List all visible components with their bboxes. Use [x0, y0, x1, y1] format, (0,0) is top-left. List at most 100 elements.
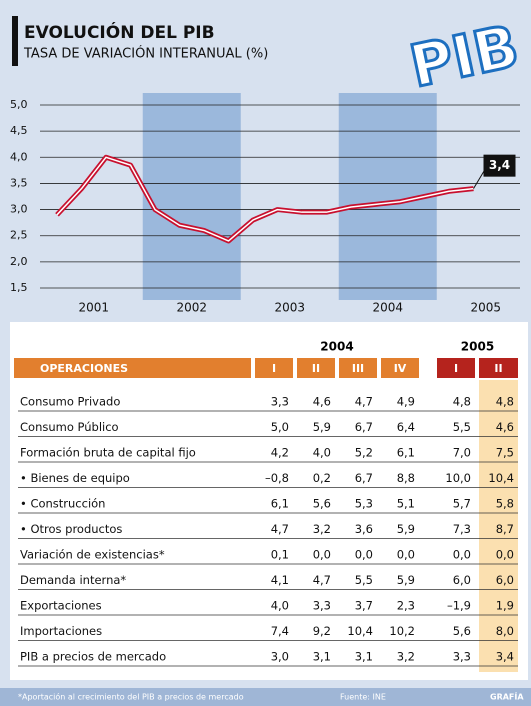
cell-value: 4,6 [313, 395, 331, 409]
cell-value: 10,4 [347, 624, 373, 638]
cell-value: 3,3 [313, 599, 331, 613]
cell-value: 0,0 [313, 548, 331, 562]
x-year-label: 2005 [470, 301, 501, 315]
cell-value: 4,2 [271, 446, 289, 460]
cell-value: 3,2 [313, 522, 331, 536]
cell-value: 4,6 [496, 420, 514, 434]
row-label: Variación de existencias* [20, 548, 165, 562]
cell-value: 3,3 [453, 650, 471, 664]
header-label: II [312, 362, 320, 375]
cell-value: 5,6 [453, 624, 471, 638]
cell-value: 3,2 [397, 650, 415, 664]
row-label: • Construcción [20, 497, 105, 511]
infographic: EVOLUCIÓN DEL PIB TASA DE VARIACIÓN INTE… [0, 0, 531, 706]
cell-value: 5,5 [355, 573, 373, 587]
cell-value: 5,9 [397, 573, 415, 587]
cell-value: 6,0 [453, 573, 471, 587]
cell-value: 6,4 [397, 420, 415, 434]
cell-value: 7,3 [453, 522, 471, 536]
cell-value: 4,9 [397, 395, 415, 409]
header-label: OPERACIONES [40, 362, 128, 375]
row-label: Consumo Privado [20, 395, 120, 409]
header-label: IV [394, 362, 407, 375]
cell-value: 0,0 [453, 548, 471, 562]
cell-value: 5,7 [453, 497, 471, 511]
y-tick-label: 2,0 [10, 255, 28, 268]
year-header: 2004 [320, 340, 353, 354]
x-year-label: 2003 [274, 301, 305, 315]
cell-value: 5,3 [355, 497, 373, 511]
cell-value: 5,5 [453, 420, 471, 434]
row-label: Demanda interna* [20, 573, 126, 587]
cell-value: 4,8 [496, 395, 514, 409]
y-tick-label: 5,0 [10, 98, 28, 111]
logo: PIB [404, 12, 524, 101]
page: EVOLUCIÓN DEL PIB TASA DE VARIACIÓN INTE… [0, 0, 531, 706]
footer-note: *Aportación al crecimiento del PIB a pre… [18, 692, 244, 702]
cell-value: 0,0 [397, 548, 415, 562]
cell-value: 4,7 [355, 395, 373, 409]
cell-value: 6,7 [355, 471, 373, 485]
row-label: • Bienes de equipo [20, 471, 130, 485]
header-label: I [272, 362, 276, 375]
cell-value: 0,0 [496, 548, 514, 562]
cell-value: 5,1 [397, 497, 415, 511]
y-tick-label: 3,0 [10, 203, 28, 216]
cell-value: 8,7 [496, 522, 514, 536]
x-year-label: 2001 [78, 301, 109, 315]
cell-value: 3,3 [271, 395, 289, 409]
cell-value: 7,5 [496, 446, 514, 460]
cell-value: 3,1 [313, 650, 331, 664]
footer-source: Fuente: INE [340, 693, 386, 702]
cell-value: 6,1 [271, 497, 289, 511]
cell-value: –0,8 [265, 471, 289, 485]
y-tick-label: 4,5 [10, 124, 28, 137]
cell-value: 5,6 [313, 497, 331, 511]
cell-value: 3,1 [355, 650, 373, 664]
y-tick-label: 2,5 [10, 229, 28, 242]
y-tick-label: 1,5 [10, 281, 28, 294]
cell-value: 1,9 [496, 599, 514, 613]
cell-value: 5,2 [355, 446, 373, 460]
cell-value: 6,7 [355, 420, 373, 434]
cell-value: 4,1 [271, 573, 289, 587]
row-label: Exportaciones [20, 599, 102, 613]
y-tick-label: 3,5 [10, 176, 28, 189]
cell-value: 0,0 [355, 548, 373, 562]
cell-value: 10,0 [445, 471, 471, 485]
cell-value: 6,1 [397, 446, 415, 460]
x-year-label: 2002 [176, 301, 207, 315]
cell-value: 10,4 [488, 471, 514, 485]
cell-value: 8,8 [397, 471, 415, 485]
header-label: II [494, 362, 502, 375]
year-band [143, 93, 241, 300]
cell-value: 0,1 [271, 548, 289, 562]
row-label: Consumo Público [20, 420, 119, 434]
cell-value: 10,2 [389, 624, 415, 638]
row-label: Formación bruta de capital fijo [20, 446, 196, 460]
value-label: 3,4 [489, 158, 510, 172]
header-label: III [352, 362, 364, 375]
cell-value: 6,0 [496, 573, 514, 587]
x-year-label: 2004 [372, 301, 403, 315]
y-tick-label: 4,0 [10, 150, 28, 163]
title-bar [12, 16, 18, 66]
cell-value: 5,0 [271, 420, 289, 434]
footer-credit: GRAFÍA [490, 691, 524, 702]
cell-value: 0,2 [313, 471, 331, 485]
cell-value: 4,0 [271, 599, 289, 613]
cell-value: 4,7 [271, 522, 289, 536]
cell-value: –1,9 [447, 599, 471, 613]
header-label: I [454, 362, 458, 375]
chart-subtitle: TASA DE VARIACIÓN INTERANUAL (%) [23, 46, 268, 62]
cell-value: 2,3 [397, 599, 415, 613]
row-label: PIB a precios de mercado [20, 650, 166, 664]
cell-value: 4,7 [313, 573, 331, 587]
cell-value: 4,0 [313, 446, 331, 460]
year-header: 2005 [461, 340, 494, 354]
cell-value: 5,8 [496, 497, 514, 511]
row-label: Importaciones [20, 624, 102, 638]
chart-title: EVOLUCIÓN DEL PIB [24, 21, 215, 43]
cell-value: 7,0 [453, 446, 471, 460]
row-label: • Otros productos [20, 522, 122, 536]
